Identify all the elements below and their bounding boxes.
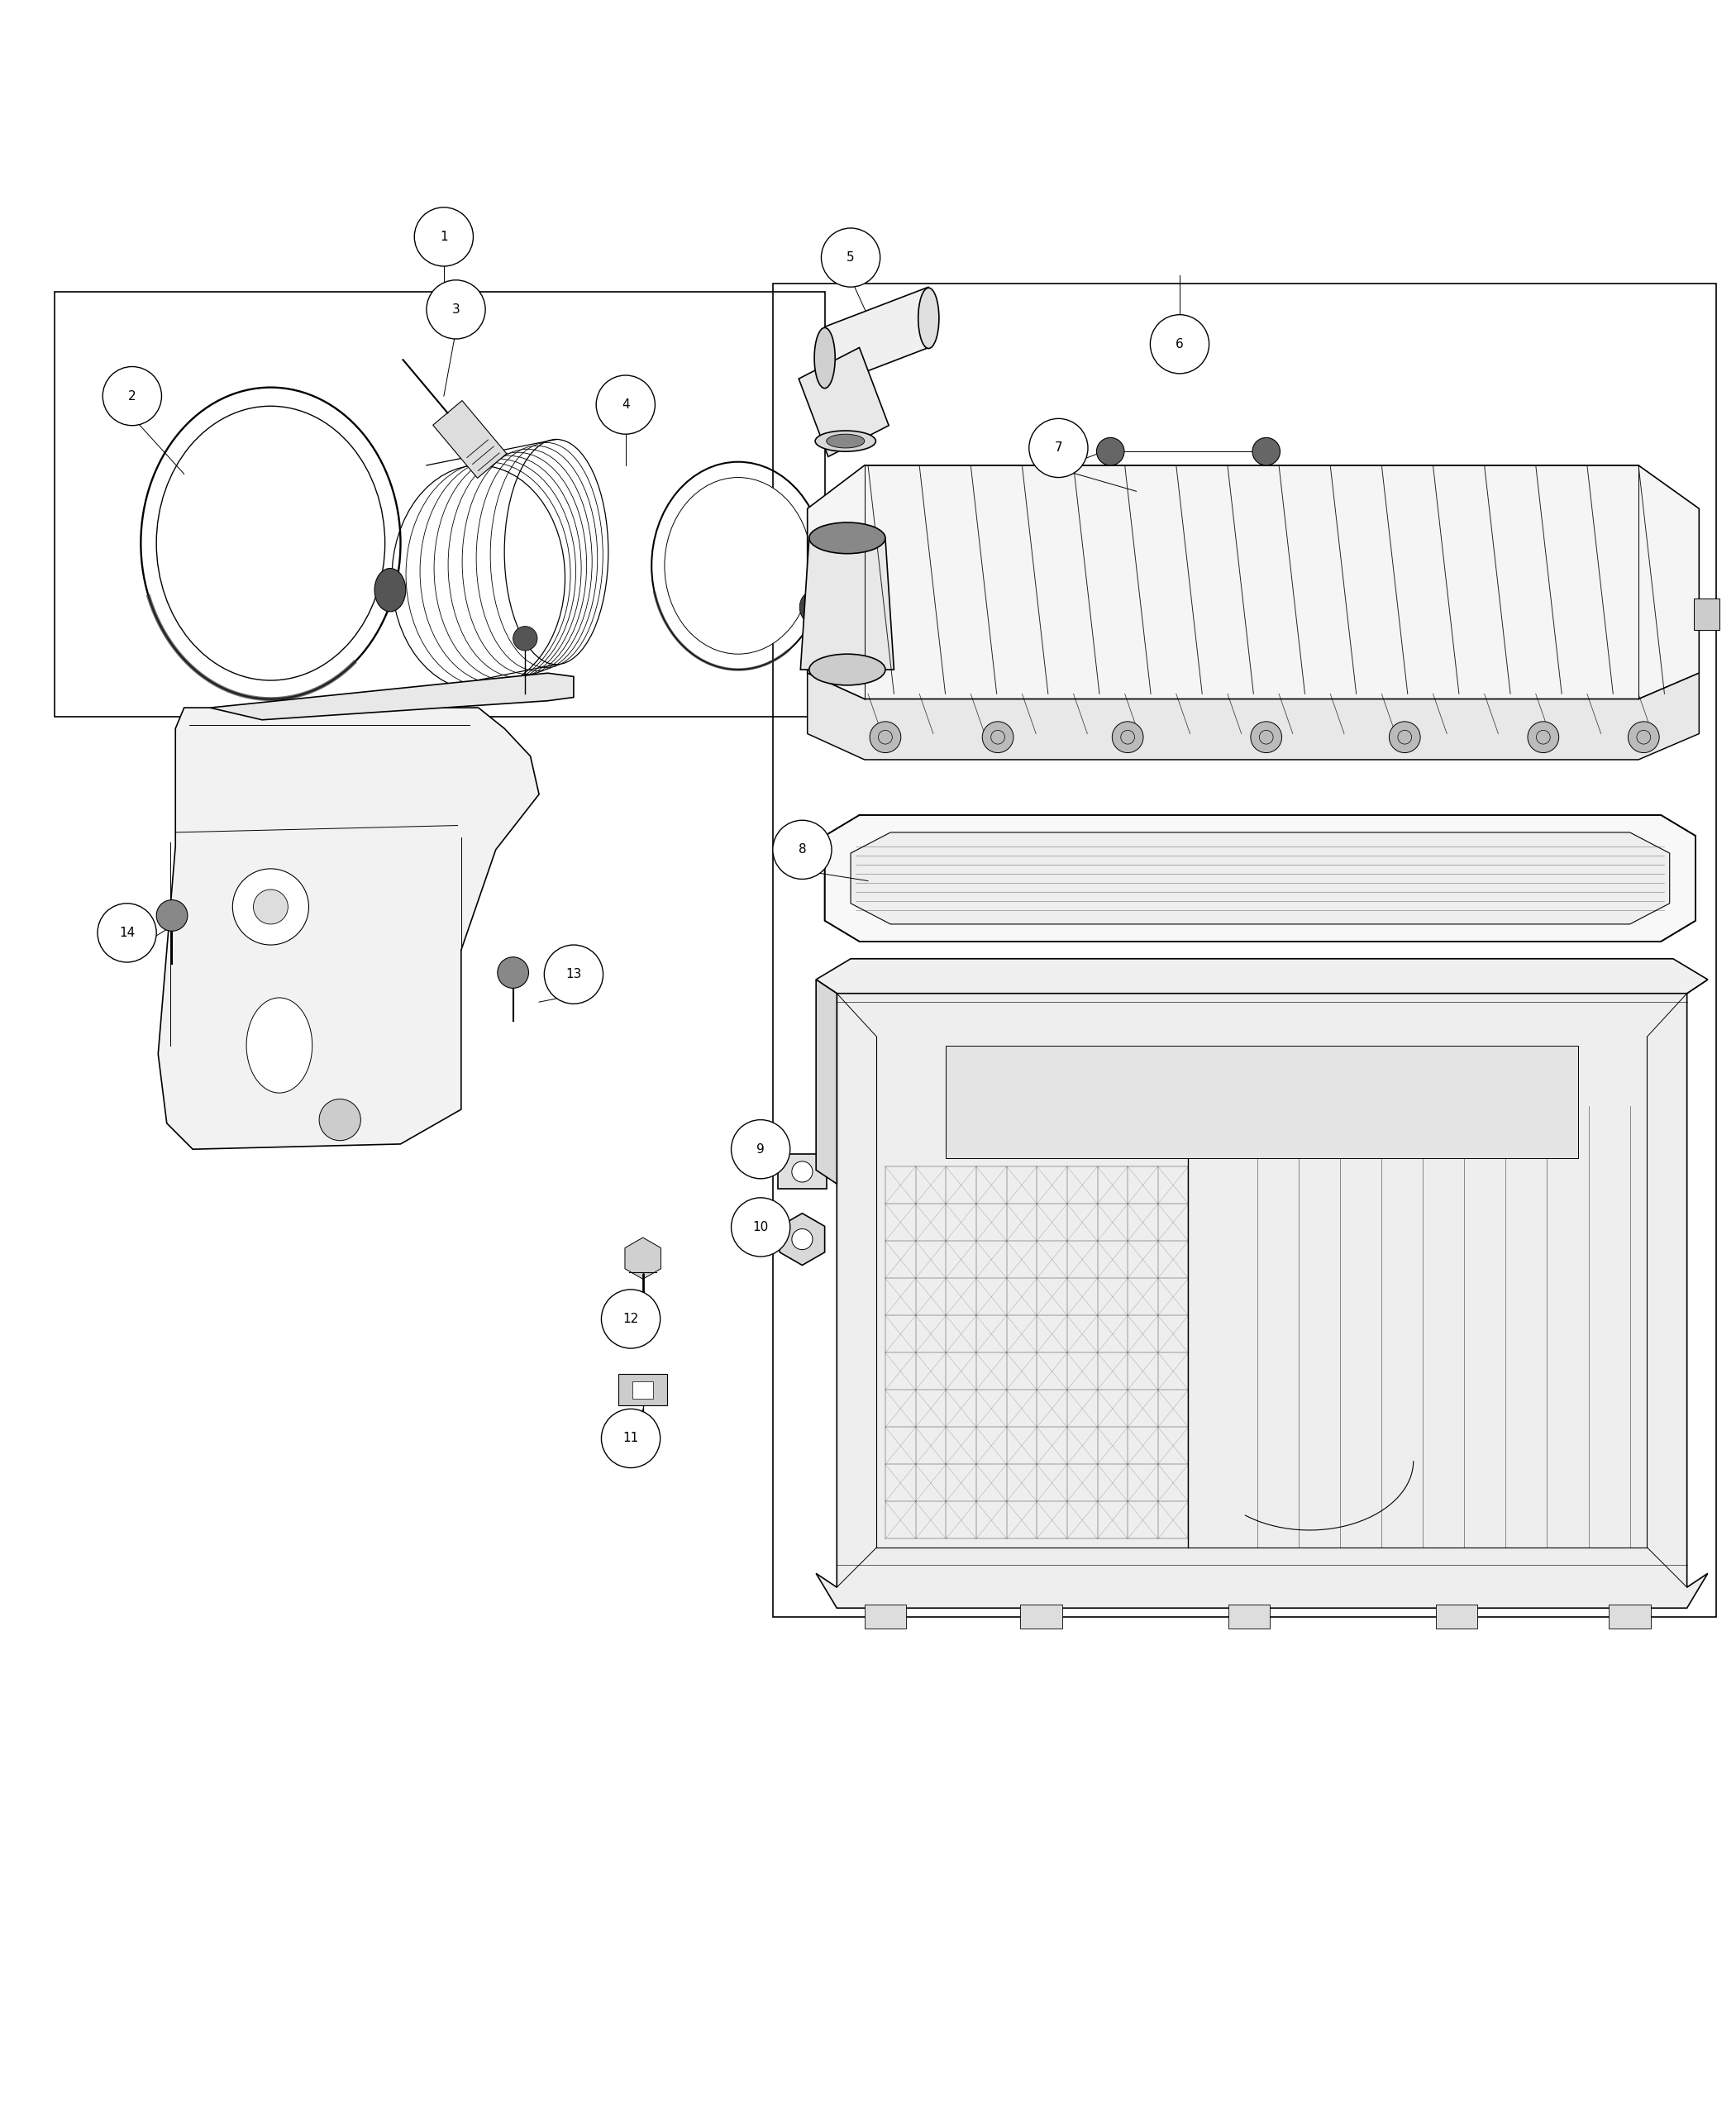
Ellipse shape [247, 997, 312, 1092]
Polygon shape [816, 959, 1708, 993]
Polygon shape [158, 708, 540, 1149]
Polygon shape [851, 833, 1670, 923]
Polygon shape [800, 538, 894, 670]
Circle shape [792, 1162, 812, 1183]
Circle shape [543, 944, 602, 1003]
Text: 11: 11 [623, 1431, 639, 1444]
Circle shape [821, 228, 880, 287]
Circle shape [427, 280, 486, 339]
Circle shape [514, 626, 538, 651]
Circle shape [1628, 721, 1660, 753]
Circle shape [1029, 419, 1088, 476]
Circle shape [1250, 721, 1281, 753]
Circle shape [97, 904, 156, 961]
Circle shape [983, 721, 1014, 753]
Polygon shape [816, 980, 837, 1185]
Text: 6: 6 [1175, 337, 1184, 350]
Text: 2: 2 [128, 390, 135, 403]
Text: 14: 14 [120, 928, 135, 938]
Polygon shape [807, 672, 1700, 759]
Circle shape [792, 1229, 812, 1250]
Ellipse shape [809, 653, 885, 685]
Circle shape [1097, 438, 1125, 466]
Polygon shape [816, 980, 1708, 1608]
Circle shape [601, 1290, 660, 1349]
Circle shape [1151, 314, 1208, 373]
Text: 4: 4 [621, 398, 630, 411]
Circle shape [415, 207, 474, 266]
Circle shape [870, 721, 901, 753]
Circle shape [156, 900, 187, 932]
Circle shape [601, 1408, 660, 1467]
Text: 9: 9 [757, 1143, 764, 1155]
Polygon shape [825, 287, 929, 388]
Circle shape [498, 957, 529, 989]
Text: 10: 10 [753, 1221, 769, 1233]
Circle shape [1113, 721, 1144, 753]
Polygon shape [799, 348, 889, 457]
Ellipse shape [918, 289, 939, 348]
Ellipse shape [809, 523, 885, 554]
Ellipse shape [375, 569, 406, 611]
Polygon shape [432, 401, 507, 479]
Polygon shape [825, 816, 1696, 942]
Ellipse shape [814, 327, 835, 388]
Bar [1609, 1604, 1651, 1629]
Ellipse shape [816, 430, 875, 451]
Polygon shape [807, 466, 1700, 700]
Bar [618, 1374, 667, 1406]
Bar [632, 1381, 653, 1398]
Bar [1227, 1604, 1269, 1629]
Ellipse shape [800, 592, 825, 622]
Bar [1694, 599, 1720, 630]
Ellipse shape [826, 434, 865, 449]
Text: 7: 7 [1054, 443, 1062, 453]
Circle shape [102, 367, 161, 426]
Circle shape [1528, 721, 1559, 753]
Circle shape [319, 1098, 361, 1140]
Bar [778, 1155, 826, 1189]
Bar [865, 1604, 906, 1629]
Bar [1436, 1604, 1477, 1629]
Polygon shape [946, 1046, 1578, 1157]
Text: 13: 13 [566, 968, 582, 980]
Circle shape [233, 868, 309, 944]
Bar [54, 293, 825, 717]
Circle shape [253, 890, 288, 923]
Ellipse shape [665, 476, 812, 653]
Text: 5: 5 [847, 251, 854, 264]
Text: 8: 8 [799, 843, 806, 856]
Text: 3: 3 [451, 304, 460, 316]
Circle shape [731, 1119, 790, 1178]
Circle shape [1389, 721, 1420, 753]
Circle shape [731, 1197, 790, 1256]
Circle shape [773, 820, 832, 879]
Circle shape [1252, 438, 1279, 466]
Ellipse shape [156, 407, 385, 681]
Text: 12: 12 [623, 1313, 639, 1326]
Text: 1: 1 [439, 230, 448, 242]
Circle shape [595, 375, 654, 434]
Bar [773, 282, 1717, 1617]
Polygon shape [210, 672, 573, 719]
Bar [1021, 1604, 1062, 1629]
